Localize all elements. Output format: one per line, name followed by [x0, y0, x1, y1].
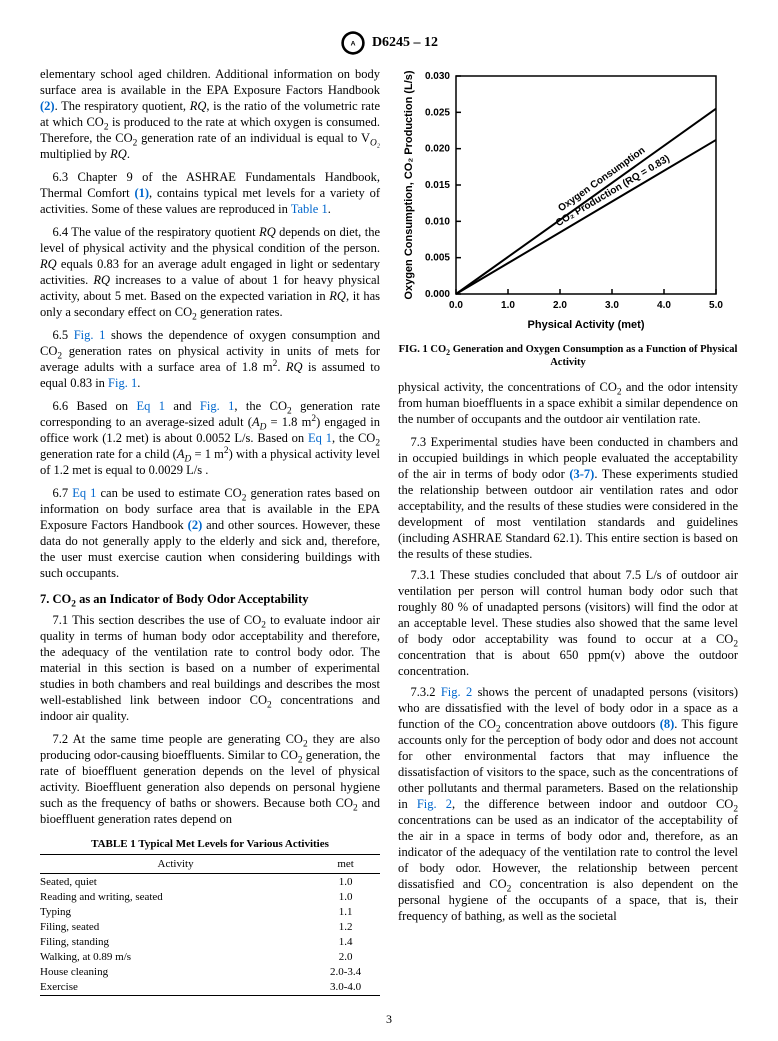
- fig1-link[interactable]: Fig. 1: [74, 328, 106, 342]
- svg-text:5.0: 5.0: [709, 300, 723, 311]
- svg-text:3.0: 3.0: [605, 300, 619, 311]
- svg-text:0.000: 0.000: [425, 289, 450, 300]
- table-row: Walking, at 0.89 m/s2.0: [40, 950, 380, 965]
- para-7-3-1: 7.3.1 These studies concluded that about…: [398, 567, 738, 679]
- table-row: House cleaning2.0-3.4: [40, 965, 380, 980]
- para-6-6: 6.6 Based on Eq 1 and Fig. 1, the CO2 ge…: [40, 398, 380, 478]
- figure-1: 0.0 1.0 2.0 3.0 4.0 5.0 0.000 0.005 0.010 0.015 0.…: [398, 66, 738, 369]
- ref-3-7[interactable]: (3-7): [569, 467, 594, 481]
- svg-text:Oxygen Consumption, CO₂ Produc: Oxygen Consumption, CO₂ Production (L/s): [403, 70, 415, 300]
- para-6-2-cont: elementary school aged children. Additio…: [40, 66, 380, 162]
- table1: Activity met Seated, quiet1.0Reading and…: [40, 854, 380, 996]
- page-header: A D6245 – 12: [40, 30, 738, 56]
- para-7-2-cont: physical activity, the concentrations of…: [398, 379, 738, 427]
- table-row: Exercise3.0-4.0: [40, 980, 380, 996]
- svg-text:0.0: 0.0: [449, 300, 463, 311]
- svg-text:0.020: 0.020: [425, 144, 450, 155]
- svg-text:4.0: 4.0: [657, 300, 671, 311]
- svg-text:Physical Activity (met): Physical Activity (met): [528, 319, 645, 331]
- para-7-2: 7.2 At the same time people are generati…: [40, 731, 380, 827]
- left-column: elementary school aged children. Additio…: [40, 66, 380, 996]
- ref-2[interactable]: (2): [40, 99, 55, 113]
- table1-col-met: met: [311, 855, 380, 874]
- figure-1-chart: 0.0 1.0 2.0 3.0 4.0 5.0 0.000 0.005 0.010 0.015 0.…: [398, 66, 728, 336]
- ref-1[interactable]: (1): [134, 186, 149, 200]
- table1-caption: TABLE 1 Typical Met Levels for Various A…: [40, 837, 380, 851]
- para-6-7: 6.7 Eq 1 can be used to estimate CO2 gen…: [40, 485, 380, 581]
- astm-logo-icon: A: [340, 30, 366, 56]
- svg-text:0.005: 0.005: [425, 253, 450, 264]
- two-column-layout: elementary school aged children. Additio…: [40, 66, 738, 996]
- svg-text:0.030: 0.030: [425, 71, 450, 82]
- svg-text:2.0: 2.0: [553, 300, 567, 311]
- table-row: Typing1.1: [40, 904, 380, 919]
- svg-text:0.025: 0.025: [425, 107, 450, 118]
- svg-text:A: A: [351, 41, 356, 48]
- table-row: Reading and writing, seated1.0: [40, 889, 380, 904]
- para-6-4: 6.4 The value of the respiratory quotien…: [40, 224, 380, 320]
- para-7-3: 7.3 Experimental studies have been condu…: [398, 434, 738, 562]
- table1-col-activity: Activity: [40, 855, 311, 874]
- svg-text:1.0: 1.0: [501, 300, 515, 311]
- para-7-1: 7.1 This section describes the use of CO…: [40, 612, 380, 724]
- svg-text:0.010: 0.010: [425, 216, 450, 227]
- right-column: 0.0 1.0 2.0 3.0 4.0 5.0 0.000 0.005 0.010 0.015 0.…: [398, 66, 738, 996]
- ref-8[interactable]: (8): [660, 717, 675, 731]
- table-row: Filing, seated1.2: [40, 919, 380, 934]
- doc-id: D6245 – 12: [372, 34, 438, 52]
- table-row: Seated, quiet1.0: [40, 874, 380, 890]
- figure-1-caption: FIG. 1 CO2 Generation and Oxygen Consump…: [398, 343, 738, 369]
- svg-text:0.015: 0.015: [425, 180, 450, 191]
- table-row: Filing, standing1.4: [40, 934, 380, 949]
- section-7-heading: 7. CO2 as an Indicator of Body Odor Acce…: [40, 591, 380, 607]
- para-7-3-2: 7.3.2 Fig. 2 shows the percent of unadap…: [398, 684, 738, 924]
- fig2-link[interactable]: Fig. 2: [441, 685, 472, 699]
- para-6-5: 6.5 Fig. 1 shows the dependence of oxyge…: [40, 327, 380, 391]
- table1-link[interactable]: Table 1: [291, 202, 328, 216]
- eq1-link[interactable]: Eq 1: [136, 399, 165, 413]
- page-number: 3: [386, 1012, 392, 1027]
- para-6-3: 6.3 Chapter 9 of the ASHRAE Fundamentals…: [40, 169, 380, 217]
